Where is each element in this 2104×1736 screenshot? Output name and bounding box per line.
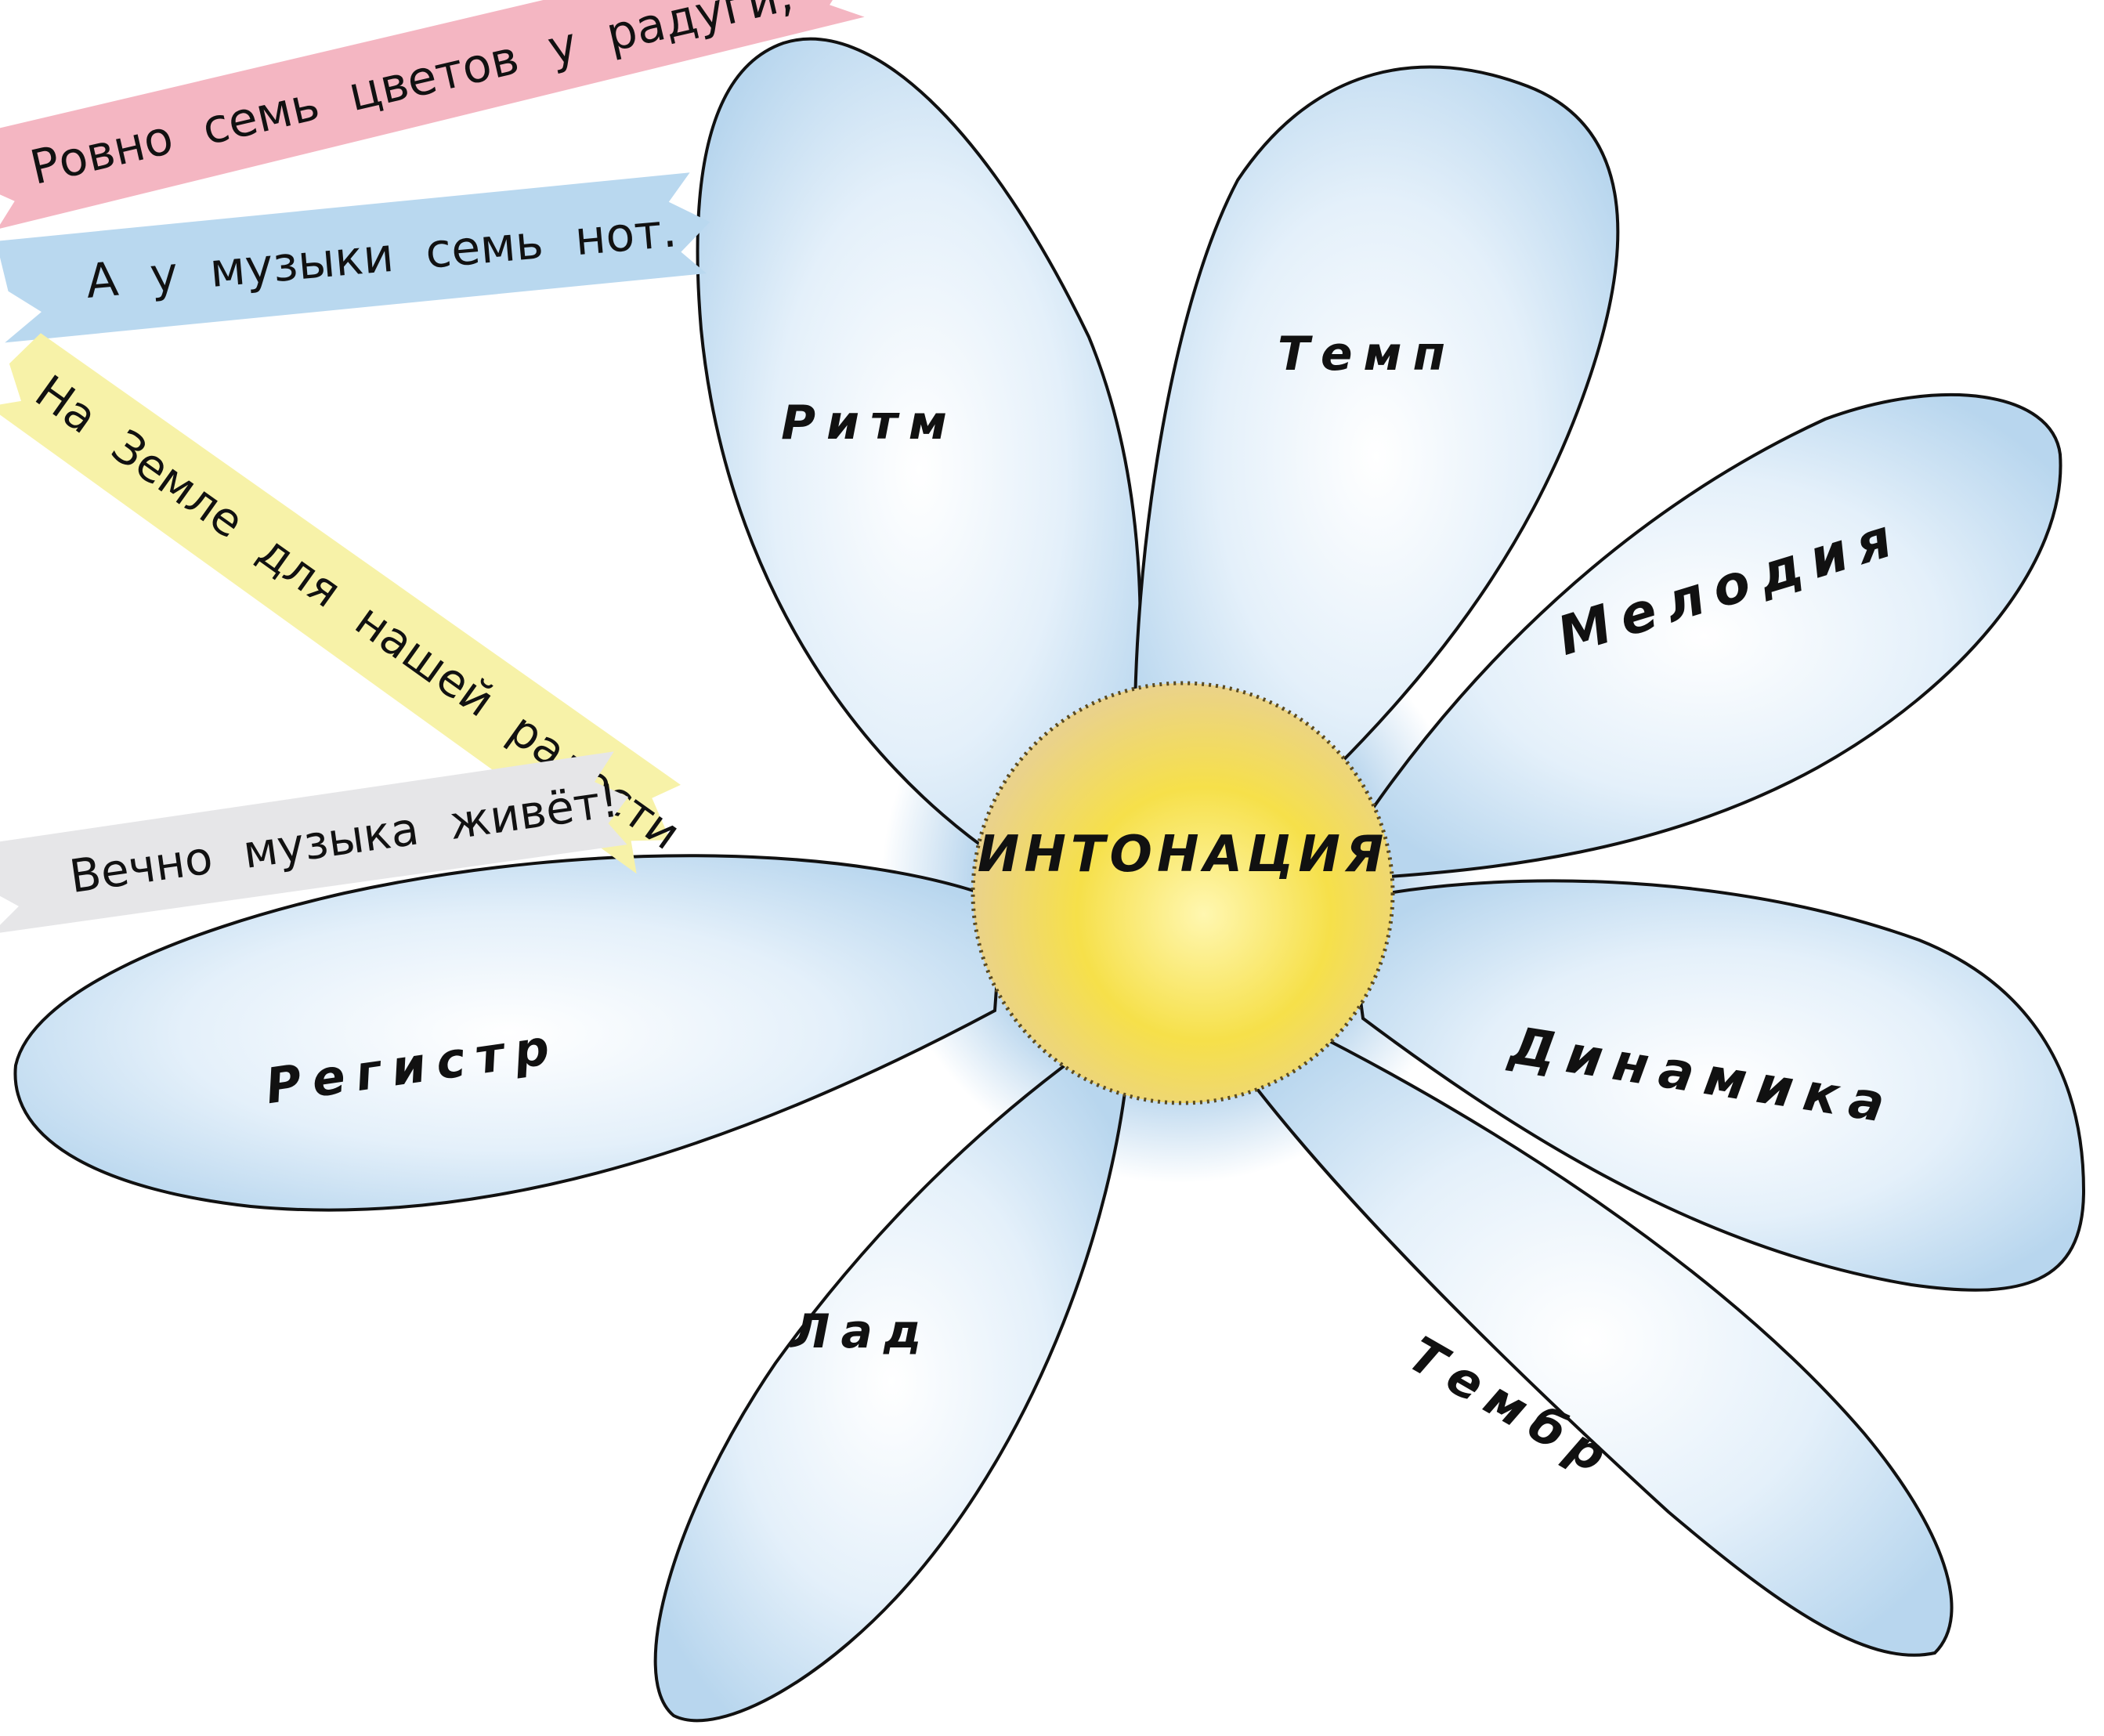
- petal-tempo: [1133, 65, 1620, 848]
- petal-register: [13, 854, 1005, 1212]
- petal-timbre: [1219, 1024, 1954, 1657]
- petal-label-rhythm: Ритм: [781, 396, 958, 450]
- petal-mode: [653, 1040, 1130, 1723]
- petal-label-tempo: Темп: [1278, 327, 1456, 382]
- flower-center: [971, 681, 1395, 1105]
- center-label: ИНТОНАЦИЯ: [978, 826, 1389, 884]
- petal-rhythm: [696, 37, 1142, 903]
- petal-label-mode: Лад: [790, 1304, 933, 1359]
- petal-melody: [1345, 393, 2062, 880]
- petal-dynamics: [1345, 879, 2086, 1292]
